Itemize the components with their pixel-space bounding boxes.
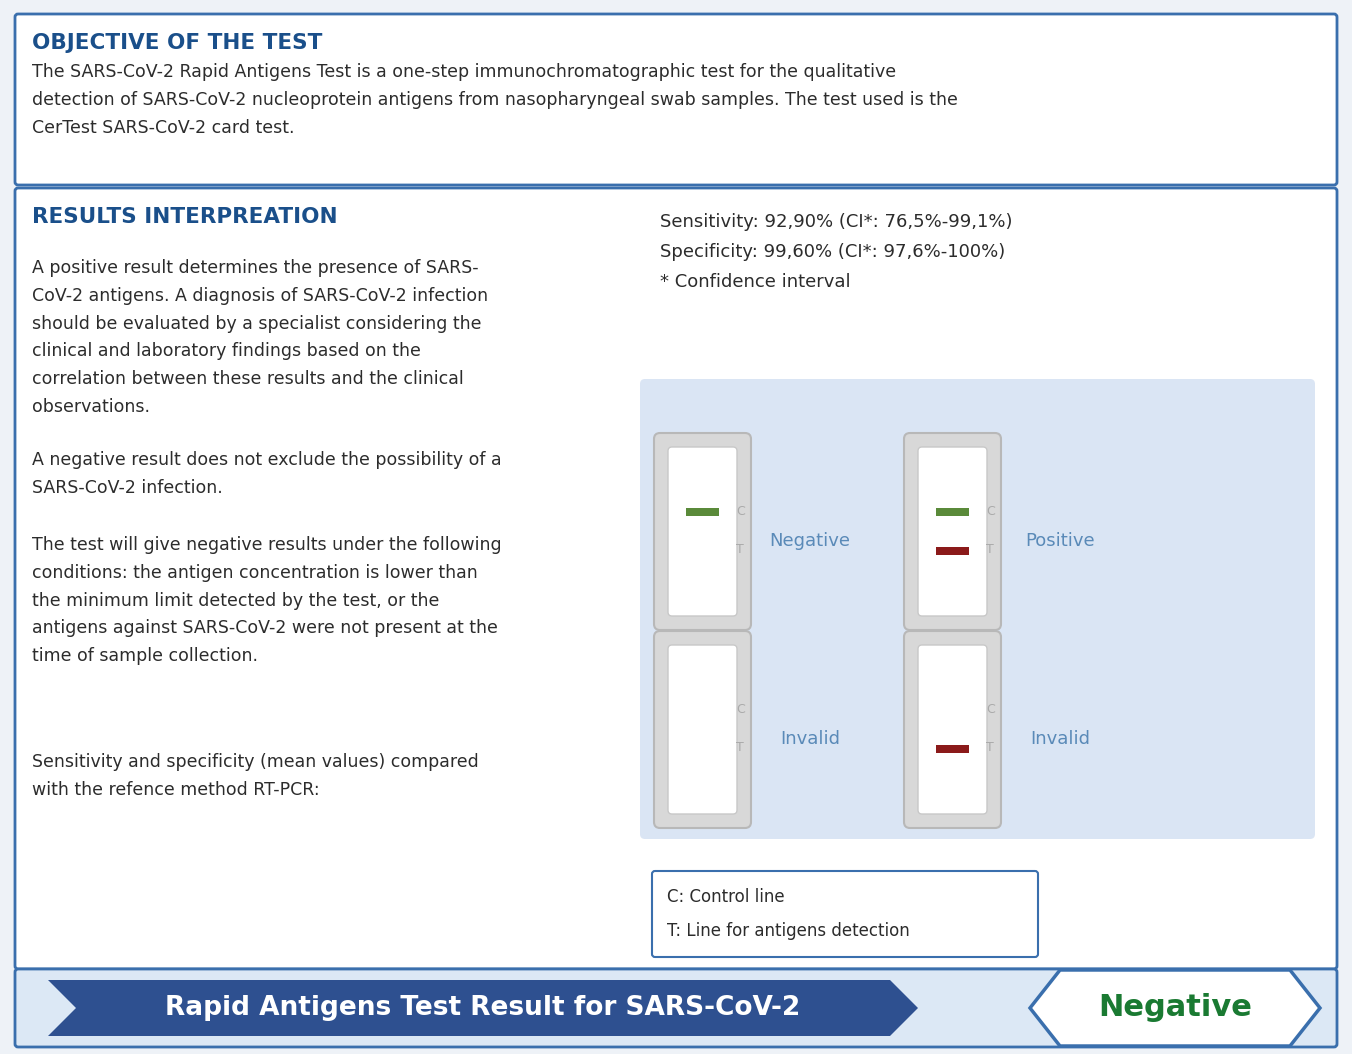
Text: A negative result does not exclude the possibility of a
SARS-CoV-2 infection.: A negative result does not exclude the p…	[32, 451, 502, 496]
Polygon shape	[49, 980, 918, 1036]
Bar	[685, 508, 719, 516]
FancyBboxPatch shape	[904, 433, 1000, 630]
FancyBboxPatch shape	[15, 14, 1337, 186]
Text: T: Line for antigens detection: T: Line for antigens detection	[667, 922, 910, 940]
Text: CerTest SARS-CoV-2 card test.: CerTest SARS-CoV-2 card test.	[32, 119, 295, 137]
Text: Specificity: 99,60% (CI*: 97,6%-100%): Specificity: 99,60% (CI*: 97,6%-100%)	[660, 243, 1006, 261]
Text: C: Control line: C: Control line	[667, 889, 784, 906]
Text: C: C	[735, 505, 745, 518]
Text: C: C	[735, 703, 745, 716]
FancyBboxPatch shape	[918, 645, 987, 814]
Bar	[936, 508, 969, 516]
FancyBboxPatch shape	[652, 871, 1038, 957]
Bar	[936, 547, 969, 554]
Text: The test will give negative results under the following
conditions: the antigen : The test will give negative results unde…	[32, 536, 502, 665]
Text: T: T	[735, 543, 744, 557]
Text: Negative: Negative	[1098, 994, 1252, 1022]
Text: Sensitivity: 92,90% (CI*: 76,5%-99,1%): Sensitivity: 92,90% (CI*: 76,5%-99,1%)	[660, 213, 1013, 231]
FancyBboxPatch shape	[918, 447, 987, 616]
FancyBboxPatch shape	[668, 645, 737, 814]
FancyBboxPatch shape	[639, 379, 1315, 839]
Text: Positive: Positive	[1025, 532, 1095, 550]
Text: Invalid: Invalid	[1030, 729, 1090, 747]
Text: detection of SARS-CoV-2 nucleoprotein antigens from nasopharyngeal swab samples.: detection of SARS-CoV-2 nucleoprotein an…	[32, 91, 957, 109]
FancyBboxPatch shape	[654, 433, 750, 630]
Text: T: T	[986, 741, 994, 755]
FancyBboxPatch shape	[668, 447, 737, 616]
Text: Negative: Negative	[769, 532, 850, 550]
Text: T: T	[735, 741, 744, 755]
FancyBboxPatch shape	[15, 969, 1337, 1047]
FancyBboxPatch shape	[654, 631, 750, 828]
FancyBboxPatch shape	[15, 188, 1337, 969]
Text: A positive result determines the presence of SARS-
CoV-2 antigens. A diagnosis o: A positive result determines the presenc…	[32, 259, 488, 416]
Text: C: C	[986, 703, 995, 716]
FancyBboxPatch shape	[904, 631, 1000, 828]
Polygon shape	[1030, 970, 1320, 1046]
Text: OBJECTIVE OF THE TEST: OBJECTIVE OF THE TEST	[32, 33, 322, 53]
Bar	[936, 745, 969, 753]
Text: RESULTS INTERPREATION: RESULTS INTERPREATION	[32, 207, 338, 227]
Text: Sensitivity and specificity (mean values) compared
with the refence method RT-PC: Sensitivity and specificity (mean values…	[32, 753, 479, 799]
Text: The SARS-CoV-2 Rapid Antigens Test is a one-step immunochromatographic test for : The SARS-CoV-2 Rapid Antigens Test is a …	[32, 63, 896, 81]
Text: Invalid: Invalid	[780, 729, 840, 747]
Text: Rapid Antigens Test Result for SARS-CoV-2: Rapid Antigens Test Result for SARS-CoV-…	[165, 995, 800, 1021]
Text: * Confidence interval: * Confidence interval	[660, 273, 850, 291]
Text: T: T	[986, 543, 994, 557]
Text: C: C	[986, 505, 995, 518]
